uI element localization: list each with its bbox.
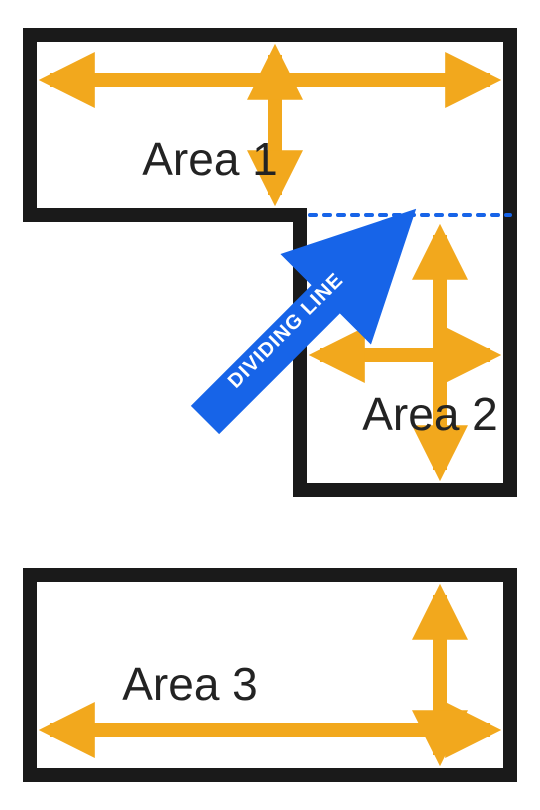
area3-label: Area 3 — [122, 658, 258, 710]
area2-label: Area 2 — [362, 388, 498, 440]
dividing-line-label: DIVIDING LINE — [224, 269, 348, 393]
diagram-svg: Area 1 Area 2 Area 3 DIVIDING LINE — [0, 0, 540, 810]
area1-label: Area 1 — [142, 133, 278, 185]
